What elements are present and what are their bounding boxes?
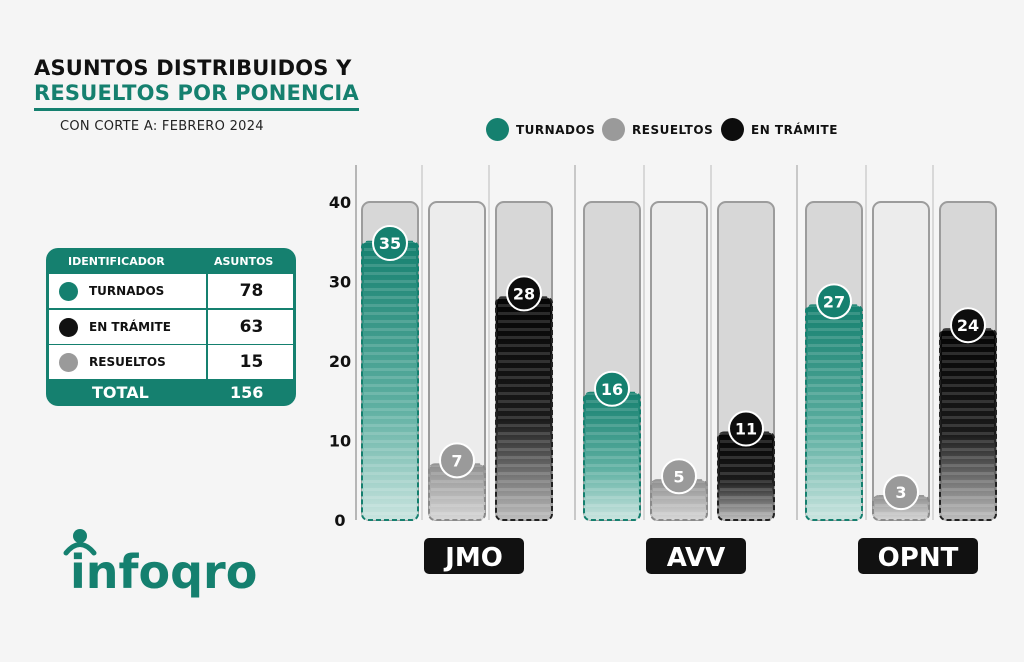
data-label-badge: [950, 307, 986, 344]
data-label: 11: [735, 420, 757, 439]
y-tick-label: 10: [329, 432, 351, 451]
data-label-badge: [661, 458, 697, 495]
infoqro-logo: infoqro: [63, 529, 257, 598]
header-identificador: IDENTIFICADOR: [68, 255, 165, 268]
table-total-row: TOTAL 156: [46, 380, 296, 406]
category-label-box: [424, 538, 524, 574]
subtitle: CON CORTE A: FEBRERO 2024: [60, 119, 264, 134]
category-label: JMO: [443, 543, 503, 573]
bar-stripes: [720, 432, 772, 520]
legend-dot-icon: [602, 118, 625, 141]
data-label: 7: [451, 451, 462, 470]
data-label-badge: [594, 370, 630, 407]
bar-stripes: [586, 392, 638, 520]
chart-legend: TURNADOS RESUELTOS EN TRÁMITE: [486, 118, 846, 142]
logo-arc-icon: [63, 542, 97, 556]
row-value: 78: [206, 274, 295, 308]
logo-dot-icon: [73, 529, 87, 543]
table-row-turnados: TURNADOS 78: [49, 274, 293, 308]
data-label: 16: [601, 380, 623, 399]
total-label: TOTAL: [92, 383, 149, 402]
legend-label: TURNADOS: [516, 123, 596, 137]
data-label-badge: [728, 410, 764, 447]
row-label: EN TRÁMITE: [89, 320, 171, 334]
category-label-box: [646, 538, 746, 574]
resueltos-dot-icon: [59, 353, 78, 372]
table-header: IDENTIFICADOR ASUNTOS: [46, 248, 296, 274]
bar-stripes: [942, 329, 994, 520]
turnados-dot-icon: [59, 282, 78, 301]
row-value: 15: [206, 345, 295, 379]
data-label-badge: [816, 283, 852, 320]
data-label: 24: [957, 316, 979, 335]
y-tick-label: 30: [329, 273, 351, 292]
bar-stripes: [498, 297, 550, 520]
y-tick-label: 20: [329, 352, 351, 371]
table-row-resueltos: RESUELTOS 15: [49, 345, 293, 379]
chart-title: ASUNTOS DISTRIBUIDOS Y RESUELTOS POR PON…: [34, 56, 359, 111]
data-label: 35: [379, 234, 401, 253]
data-label-badge: [439, 442, 475, 479]
bar-stripes: [808, 305, 860, 520]
data-label: 28: [513, 284, 535, 303]
title-line-2: RESUELTOS POR PONENCIA: [34, 81, 359, 111]
total-value: 156: [230, 383, 264, 402]
data-label-badge: [883, 474, 919, 511]
row-label: RESUELTOS: [89, 355, 166, 369]
legend-label: EN TRÁMITE: [751, 123, 838, 137]
header-asuntos: ASUNTOS: [214, 255, 274, 268]
legend-label: RESUELTOS: [632, 123, 714, 137]
logo-wordmark: infoqro: [70, 545, 257, 598]
row-label: TURNADOS: [89, 284, 165, 298]
summary-table: IDENTIFICADOR ASUNTOS TURNADOS 78 EN TRÁ…: [46, 248, 296, 406]
row-value: 63: [206, 310, 295, 344]
data-label-badge: [506, 275, 542, 312]
table-row-en-tramite: EN TRÁMITE 63: [49, 310, 293, 344]
y-tick-label: 0: [334, 511, 345, 530]
legend-dot-icon: [486, 118, 509, 141]
category-label-box: [858, 538, 978, 574]
en-tramite-dot-icon: [59, 318, 78, 337]
y-tick-label: 40: [329, 193, 351, 212]
category-label: AVV: [667, 543, 726, 573]
bar-stripes: [364, 241, 416, 520]
bar-track: [872, 201, 930, 521]
data-label: 3: [895, 483, 906, 502]
data-label: 5: [673, 467, 684, 486]
legend-dot-icon: [721, 118, 744, 141]
data-label-badge: [372, 225, 408, 261]
data-label: 27: [823, 292, 845, 311]
title-line-1: ASUNTOS DISTRIBUIDOS Y: [34, 56, 352, 80]
category-label: OPNT: [878, 543, 959, 573]
